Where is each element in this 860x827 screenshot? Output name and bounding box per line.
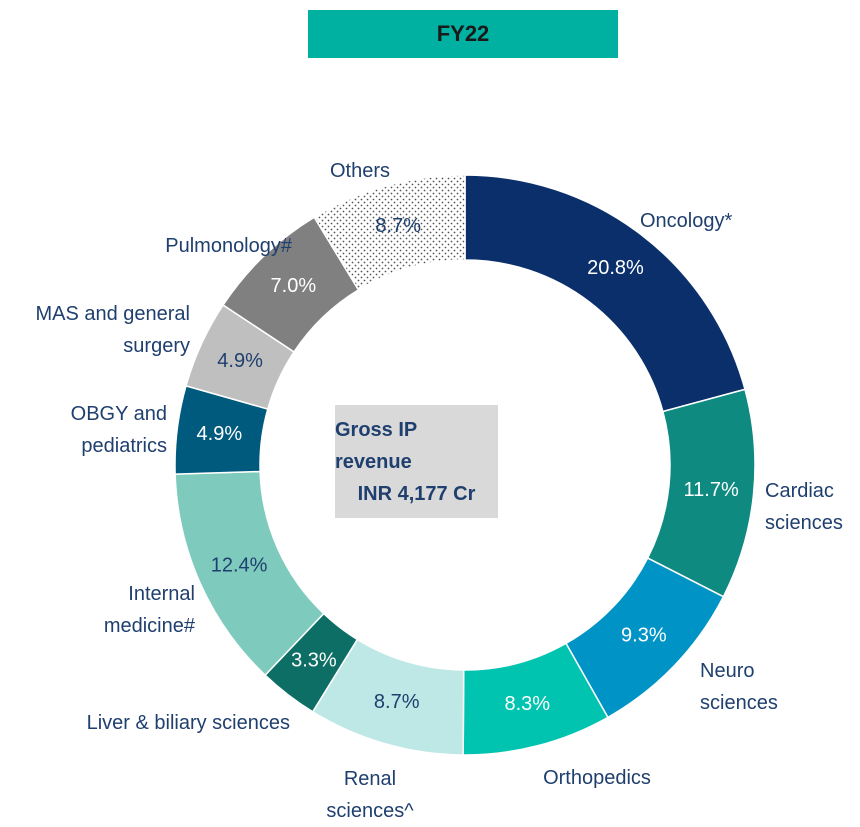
value-label: 8.7% bbox=[375, 215, 421, 237]
category-label: OBGY and pediatrics bbox=[70, 403, 167, 457]
value-label: 8.7% bbox=[374, 691, 420, 713]
value-label: 8.3% bbox=[505, 693, 551, 715]
value-label: 11.7% bbox=[684, 479, 739, 501]
category-label: Liver & biliary sciences bbox=[86, 712, 290, 734]
value-label: 9.3% bbox=[621, 624, 667, 646]
center-line: Gross IP revenue bbox=[335, 418, 417, 473]
category-label: MAS and general surgery bbox=[35, 303, 190, 357]
value-label: 4.9% bbox=[197, 423, 243, 445]
value-label: 12.4% bbox=[211, 554, 268, 576]
category-label: Pulmonology# bbox=[165, 235, 292, 257]
value-label: 7.0% bbox=[271, 275, 317, 297]
title: FY22 bbox=[308, 10, 618, 58]
value-label: 3.3% bbox=[291, 649, 337, 671]
value-label: 20.8% bbox=[587, 257, 644, 279]
category-label: Cardiac sciences bbox=[765, 480, 843, 534]
category-label: Internal medicine# bbox=[103, 583, 195, 637]
category-label: Others bbox=[329, 160, 391, 182]
center-line: INR 4,177 Cr bbox=[357, 482, 476, 505]
donut-segment bbox=[313, 174, 466, 291]
value-label: 4.9% bbox=[217, 350, 263, 372]
category-label: Neuro sciences bbox=[700, 660, 778, 714]
category-label: Oncology* bbox=[640, 210, 733, 232]
category-label: Renal sciences^ bbox=[326, 768, 414, 822]
center-box: Gross IP revenue INR 4,177 Cr bbox=[335, 405, 498, 518]
category-label: Orthopedics bbox=[543, 767, 651, 789]
